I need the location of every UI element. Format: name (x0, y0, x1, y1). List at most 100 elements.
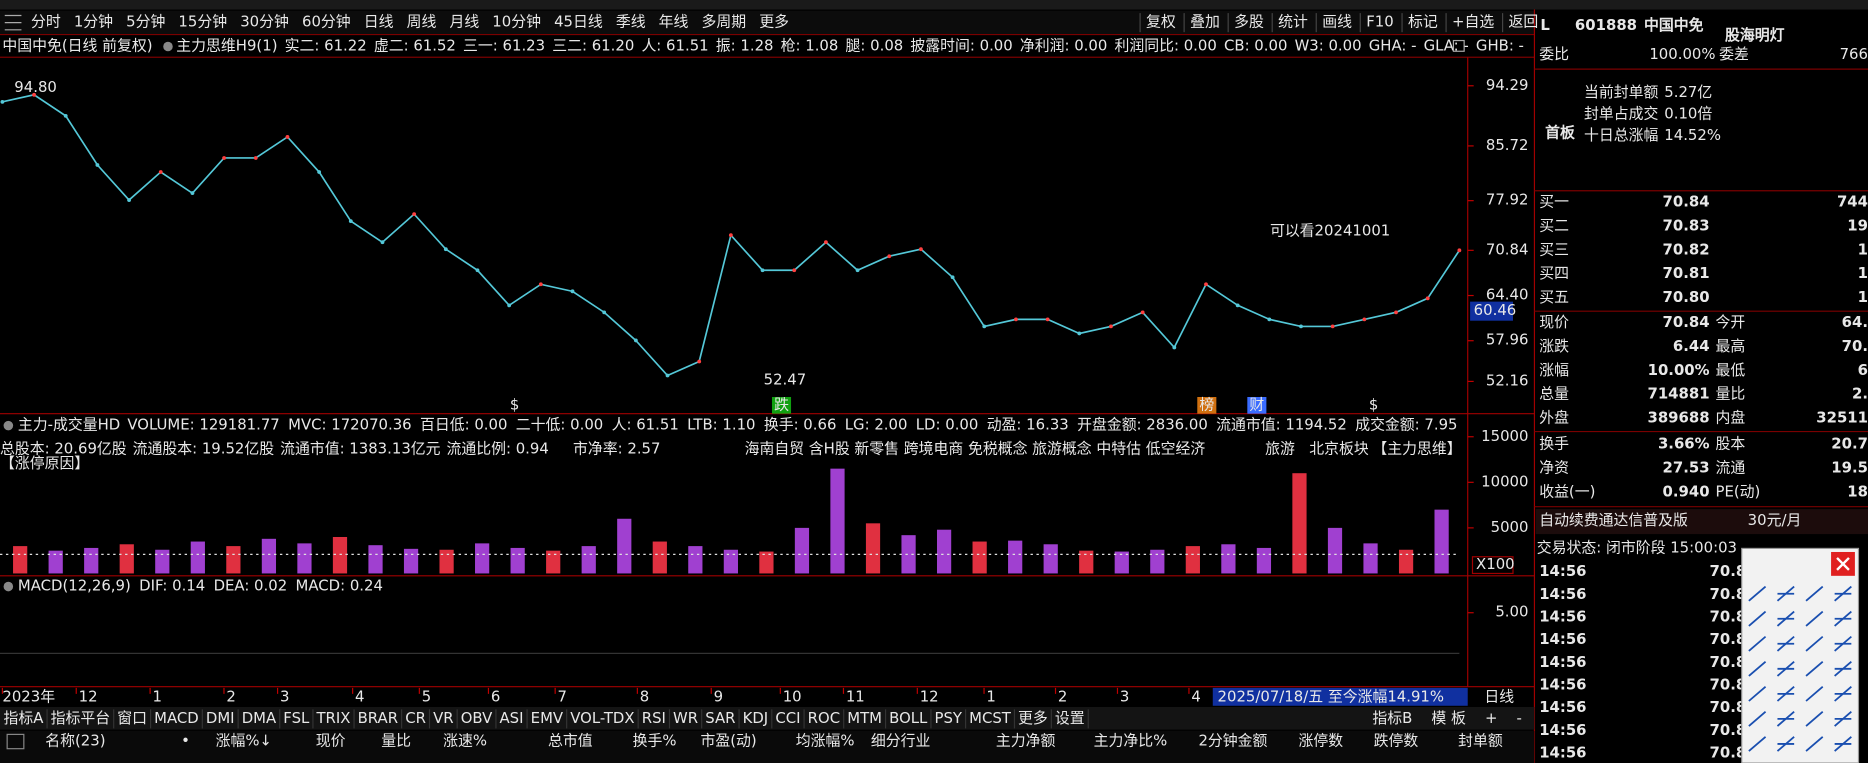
tool-button[interactable]: 返回 (1509, 13, 1539, 31)
draw-tool[interactable] (1805, 736, 1824, 752)
indicator-tab[interactable]: OBV (461, 709, 493, 727)
indicator-tab[interactable]: CR (405, 709, 426, 727)
draw-tool[interactable] (1776, 635, 1795, 652)
draw-tool[interactable] (1834, 610, 1852, 627)
indicator-tab[interactable]: MCST (969, 709, 1012, 727)
indicator-tab[interactable]: - (1516, 709, 1521, 727)
period-button[interactable]: 10分钟 (492, 13, 541, 31)
indicator-tab[interactable]: BOLL (889, 709, 928, 727)
draw-tool[interactable] (1834, 736, 1852, 752)
period-button[interactable]: 15分钟 (178, 13, 227, 31)
window-button[interactable] (1452, 39, 1465, 52)
draw-tool[interactable] (1748, 635, 1767, 652)
period-button[interactable]: 多周期 (702, 13, 747, 31)
indicator-tab[interactable]: MACD (154, 709, 199, 727)
draw-tool[interactable] (1805, 610, 1824, 627)
column-header[interactable]: 名称(23) (45, 732, 105, 750)
event-marker[interactable]: $ (1369, 395, 1378, 413)
tool-button[interactable]: 多股 (1234, 13, 1264, 31)
draw-tool[interactable] (1748, 686, 1767, 702)
draw-tool[interactable] (1834, 585, 1852, 602)
column-header[interactable]: 市盈(动) (701, 732, 757, 750)
indicator-tab[interactable]: PSY (935, 709, 963, 727)
tool-button[interactable]: 标记 (1408, 13, 1438, 31)
period-button[interactable]: 年线 (659, 13, 689, 31)
indicator-tab[interactable]: ASI (500, 709, 524, 727)
draw-tool[interactable] (1748, 736, 1767, 752)
indicator-tab[interactable]: SAR (705, 709, 735, 727)
column-header[interactable]: 细分行业 (871, 732, 931, 750)
indicator-tab[interactable]: ROC (808, 709, 840, 727)
ad-price[interactable]: 30元/月 (1748, 511, 1802, 529)
indicator-tab[interactable]: 指标平台 (51, 709, 110, 727)
tool-button[interactable]: 复权 (1146, 13, 1176, 31)
indicator-tab[interactable]: DMI (206, 709, 235, 727)
indicator-tab[interactable]: RSI (642, 709, 666, 727)
event-marker[interactable]: $ (510, 395, 519, 413)
draw-tool[interactable] (1748, 610, 1767, 627)
draw-tool[interactable] (1834, 660, 1852, 677)
column-header[interactable]: 均涨幅% (796, 732, 855, 750)
column-header[interactable]: 涨速% (443, 732, 487, 750)
column-header[interactable]: 现价 (316, 732, 346, 750)
column-header[interactable]: 主力净额 (996, 732, 1056, 750)
event-marker[interactable]: 榜 (1199, 395, 1214, 413)
indicator-tab[interactable]: KDJ (743, 709, 769, 727)
draw-tool[interactable] (1748, 711, 1767, 727)
period-button[interactable]: 60分钟 (302, 13, 351, 31)
period-button[interactable]: 更多 (759, 13, 789, 31)
period-button[interactable]: 45日线 (554, 13, 603, 31)
period-label[interactable]: 日线 (1484, 687, 1514, 705)
draw-tool[interactable] (1748, 660, 1767, 677)
period-button[interactable]: 日线 (364, 13, 394, 31)
indicator-tab[interactable]: VR (433, 709, 454, 727)
draw-tool[interactable] (1805, 635, 1824, 652)
column-header[interactable]: 涨停数 (1299, 732, 1344, 750)
ad-text[interactable]: 自动续费通达信普及版 (1539, 511, 1688, 529)
column-header[interactable]: 涨幅%↓ (216, 732, 272, 750)
tool-button[interactable]: F10 (1366, 13, 1393, 31)
indicator-tab[interactable]: 设置 (1055, 709, 1085, 727)
period-button[interactable]: 30分钟 (240, 13, 289, 31)
indicator-tab[interactable]: DMA (242, 709, 277, 727)
indicator-tab[interactable]: 指标B (1372, 709, 1412, 727)
period-button[interactable]: 5分钟 (126, 13, 165, 31)
column-header[interactable]: 换手% (633, 732, 677, 750)
tool-button[interactable]: 统计 (1278, 13, 1308, 31)
draw-tool[interactable] (1776, 585, 1795, 602)
draw-tool[interactable] (1805, 585, 1824, 602)
indicator-tab[interactable]: + (1485, 709, 1497, 727)
indicator-tab[interactable]: 指标A (4, 709, 45, 727)
tool-button[interactable]: 画线 (1322, 13, 1352, 31)
event-marker[interactable]: 财 (1249, 395, 1264, 413)
indicator-tab[interactable]: CCI (775, 709, 800, 727)
column-header[interactable]: 2分钟金额 (1198, 732, 1267, 750)
column-header[interactable]: 量比 (381, 732, 411, 750)
period-button[interactable]: 季线 (616, 13, 646, 31)
column-header[interactable]: 跌停数 (1374, 732, 1419, 750)
column-header[interactable]: 总市值 (548, 732, 593, 750)
tool-button[interactable]: +自选 (1452, 13, 1494, 31)
period-button[interactable]: 1分钟 (74, 13, 113, 31)
indicator-tab[interactable]: 窗口 (117, 709, 147, 727)
period-button[interactable]: 周线 (407, 13, 437, 31)
period-button[interactable]: 分时 (31, 13, 61, 31)
draw-tool[interactable] (1834, 686, 1852, 702)
draw-tool[interactable] (1776, 686, 1795, 702)
period-button[interactable]: 月线 (449, 13, 479, 31)
indicator-tab[interactable]: EMV (531, 709, 564, 727)
indicator-tab[interactable]: 模 板 (1431, 709, 1466, 727)
draw-tool[interactable] (1834, 635, 1852, 652)
column-header[interactable]: • (181, 732, 190, 750)
event-marker[interactable]: 跌 (774, 395, 789, 413)
draw-tool[interactable] (1776, 610, 1795, 627)
indicator-tab[interactable]: 更多 (1018, 709, 1048, 727)
indicator-tab[interactable]: MTM (847, 709, 882, 727)
draw-tool[interactable] (1805, 686, 1824, 702)
tool-button[interactable]: 叠加 (1190, 13, 1220, 31)
indicator-tab[interactable]: BRAR (358, 709, 398, 727)
draw-tool[interactable] (1776, 711, 1795, 727)
draw-tool[interactable] (1748, 585, 1767, 602)
draw-tool[interactable] (1805, 711, 1824, 727)
indicator-tab[interactable]: FSL (283, 709, 310, 727)
